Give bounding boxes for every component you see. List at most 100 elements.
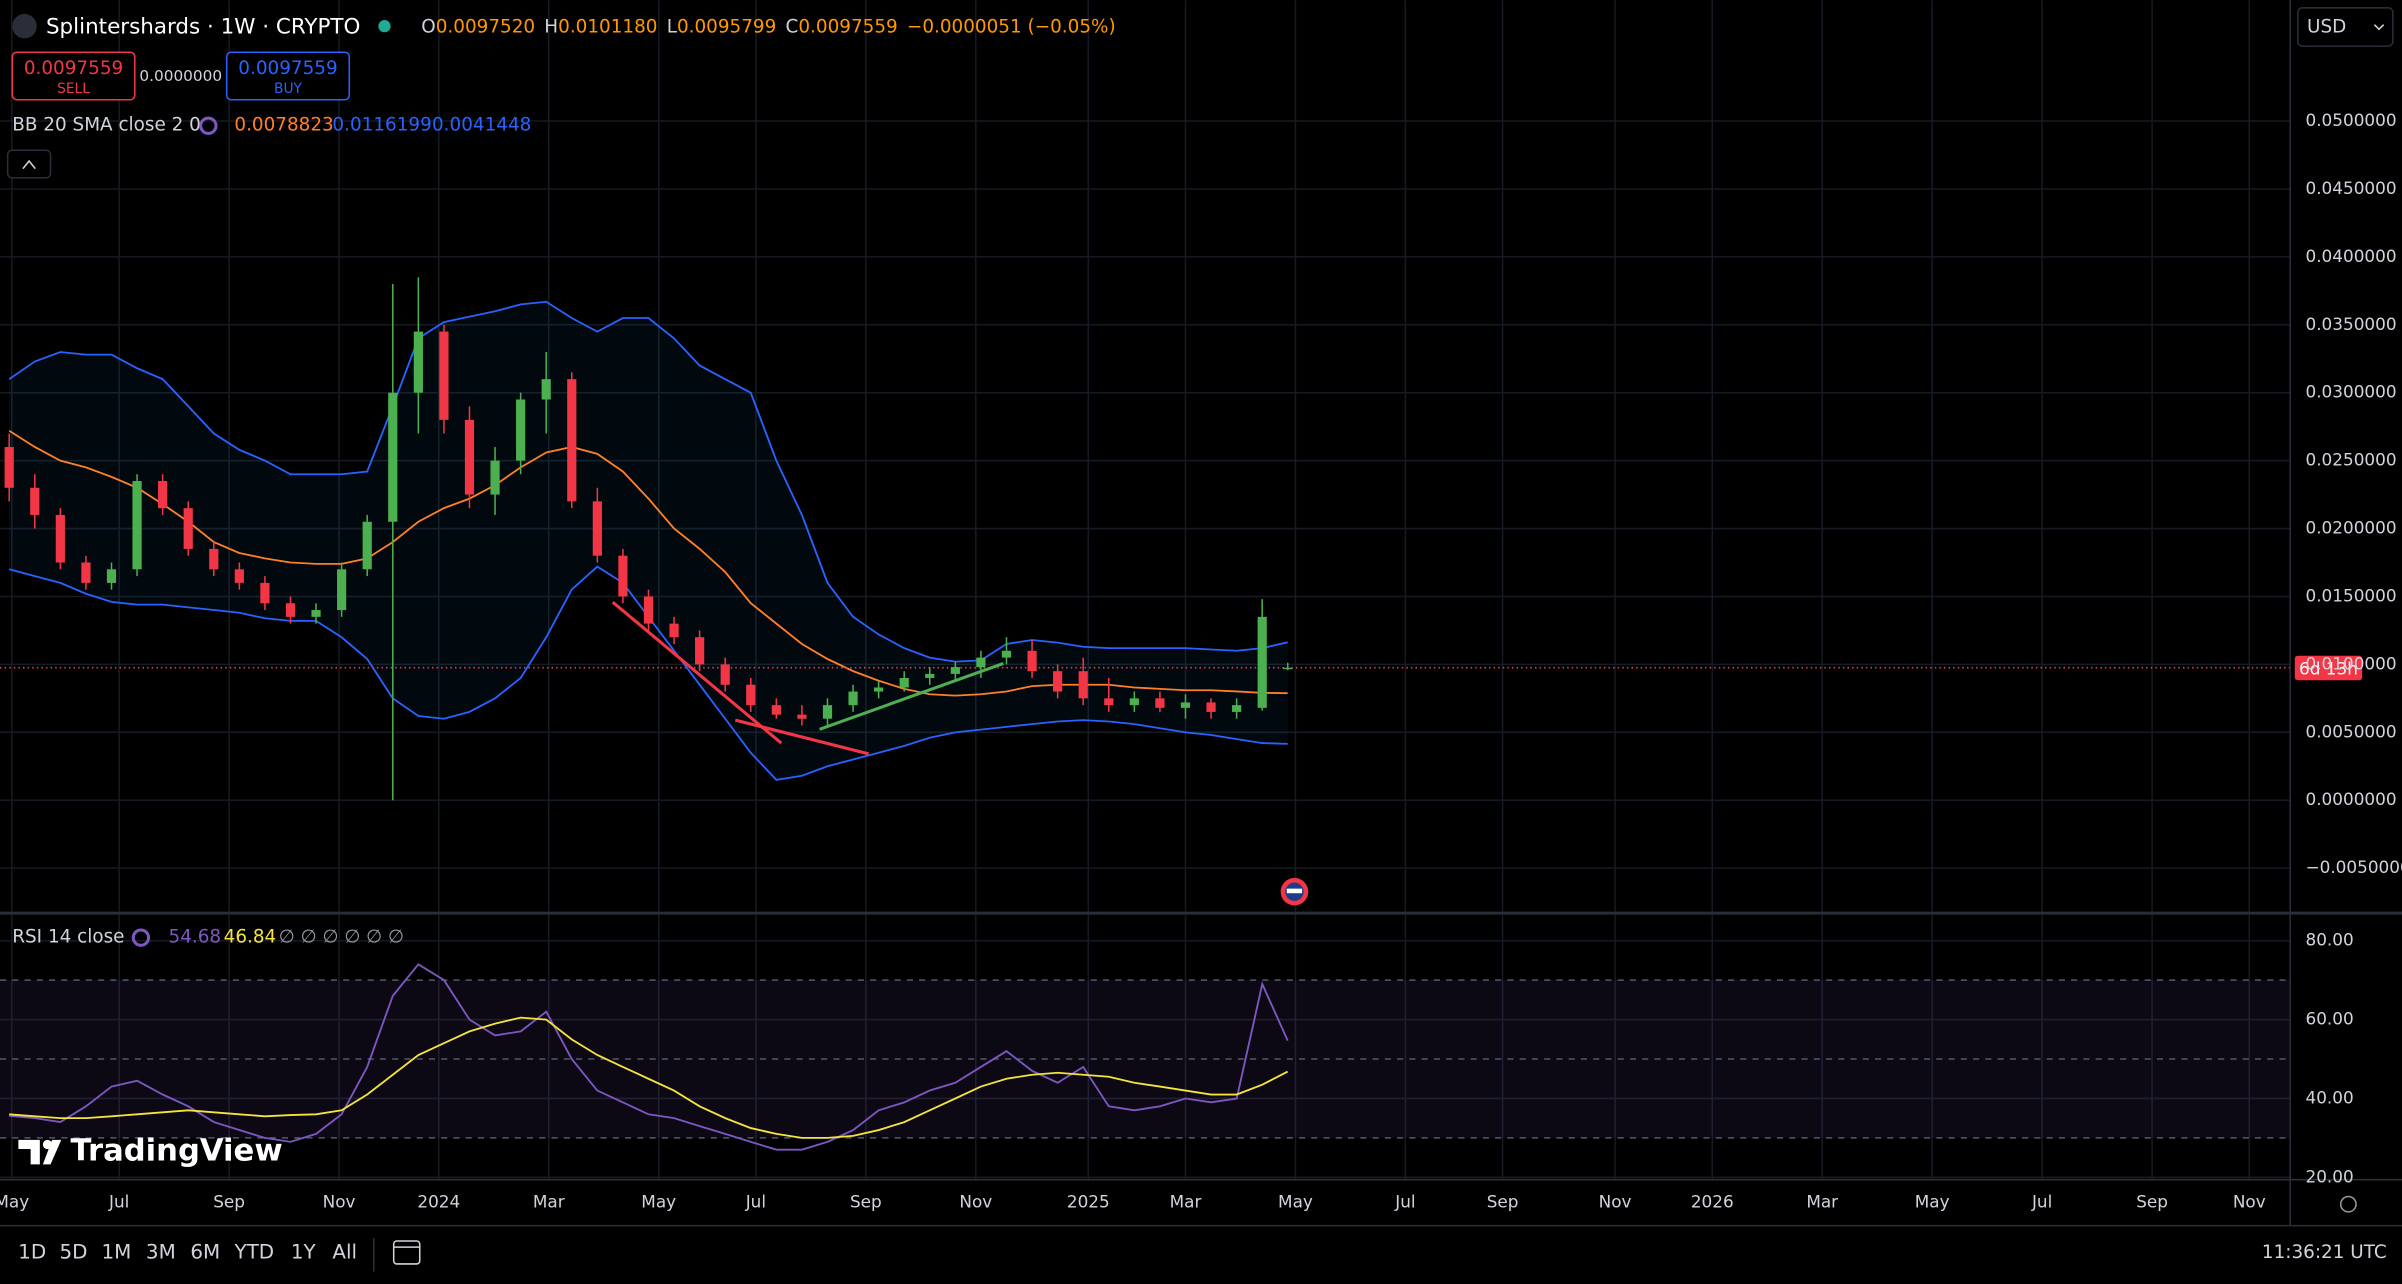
logo: TradingView	[18, 1134, 283, 1169]
candle-body	[439, 331, 449, 420]
rsi-value: 54.68	[169, 927, 222, 948]
trend-line	[819, 662, 1004, 731]
indicator-value: 0.0116199	[332, 115, 431, 136]
candle-body	[618, 555, 628, 597]
ohlc-value: 0.0097559	[798, 17, 897, 38]
candle-body	[950, 667, 960, 674]
market-status	[378, 20, 391, 33]
x-tick-label: Mar	[1806, 1192, 1838, 1212]
range-buttons: 1D 5D 1M 3M 6M YTD 1Y All	[18, 1241, 357, 1264]
x-tick-label: Jul	[108, 1192, 129, 1212]
currency-select[interactable]: USD	[2297, 7, 2394, 47]
candle-body	[695, 637, 705, 665]
candle-body	[643, 596, 654, 624]
candle-body	[1078, 671, 1088, 699]
y-tick-label: 0.0500000	[2305, 110, 2396, 130]
ohlc-value: 0.0101180	[558, 17, 657, 38]
currency[interactable]: USD	[2307, 17, 2346, 38]
ohlc-label: H	[544, 17, 558, 38]
candle-body	[413, 331, 423, 393]
y-tick-label: 0.0200000	[2305, 518, 2396, 538]
buy-price[interactable]: 0.0097559	[238, 58, 337, 79]
candle-body	[874, 687, 884, 692]
candle-body	[720, 664, 730, 685]
sell-label[interactable]: SELL	[57, 81, 90, 97]
trend-line	[611, 600, 783, 745]
x-tick-label: Nov	[959, 1192, 992, 1212]
indicator-icon	[199, 116, 218, 135]
x-tick-label: Sep	[850, 1192, 882, 1212]
settings-button[interactable]	[2339, 1195, 2357, 1213]
candle-body	[464, 419, 475, 495]
indicator-line	[8, 300, 1288, 663]
y-tick-label: 0.0100000	[2305, 653, 2396, 673]
y-tick-label: 0.0150000	[2305, 585, 2396, 605]
x-tick-label: Sep	[2136, 1192, 2168, 1212]
candle-body	[1001, 650, 1012, 658]
candle-body	[1283, 667, 1293, 670]
indicator-value: 0.0041448	[432, 115, 531, 136]
candle-body	[567, 379, 577, 502]
range-button[interactable]: 1Y	[291, 1241, 317, 1264]
x-tick-label: Jul	[745, 1192, 766, 1212]
candle-body	[1155, 698, 1165, 708]
range-button[interactable]: All	[332, 1241, 357, 1264]
buy-button[interactable]: 0.0097559 BUY	[225, 51, 351, 101]
y-tick-label: 0.0350000	[2305, 314, 2396, 334]
x-tick-label: Nov	[1599, 1192, 1632, 1212]
x-tick-label: May	[0, 1192, 29, 1212]
x-tick-label: May	[1915, 1192, 1950, 1212]
rsi-title[interactable]: RSI 14 close	[12, 927, 124, 948]
candle-body	[1232, 705, 1242, 712]
range-button[interactable]: 6M	[190, 1241, 220, 1264]
range-button[interactable]: YTD	[233, 1241, 274, 1264]
rsi-ma-value: 46.84	[224, 927, 277, 948]
x-tick-label: Nov	[323, 1192, 356, 1212]
candle-body	[925, 673, 935, 678]
x-tick-label: Jul	[1394, 1192, 1415, 1212]
sell-button[interactable]: 0.0097559 SELL	[11, 51, 136, 101]
candle-body	[848, 691, 858, 706]
y-tick-label: 0.0400000	[2305, 246, 2396, 266]
candle-body	[132, 481, 142, 570]
indicator-icon	[131, 928, 151, 947]
range-button[interactable]: 1D	[18, 1241, 46, 1264]
candle-body	[209, 548, 219, 570]
indicator-title[interactable]: BB 20 SMA close 2 0	[12, 115, 201, 136]
sell-price[interactable]: 0.0097559	[24, 58, 123, 79]
candle-body	[1027, 650, 1037, 672]
range-button[interactable]: 1M	[102, 1241, 132, 1264]
range-button[interactable]: 5D	[60, 1241, 88, 1264]
candle-body	[976, 657, 986, 668]
collapse-button[interactable]	[6, 149, 52, 179]
x-tick-label: Jul	[2031, 1192, 2052, 1212]
y-tick-label: 20.00	[2305, 1166, 2353, 1186]
buy-label[interactable]: BUY	[274, 81, 303, 97]
candle-body	[4, 447, 14, 488]
candle-body	[541, 379, 551, 400]
symbol-title[interactable]: Splintershards · 1W · CRYPTO	[46, 15, 360, 40]
candle-body	[388, 392, 398, 522]
candle-body	[285, 603, 296, 617]
symbol-icon	[12, 13, 37, 39]
clock[interactable]: 11:36:21 UTC	[2262, 1242, 2387, 1263]
y-tick-label: 60.00	[2305, 1009, 2353, 1029]
y-tick-label: 0.0050000	[2305, 721, 2396, 741]
candle-body	[1257, 616, 1267, 708]
candle-body	[771, 705, 781, 715]
y-tick-label: 0.0000000	[2305, 789, 2396, 809]
rsi-line	[9, 1016, 1289, 1139]
date-range-button[interactable]	[392, 1240, 421, 1265]
event-flag[interactable]	[1280, 877, 1309, 906]
ohlc-label: O	[421, 17, 435, 38]
candle-body	[337, 569, 347, 611]
grid-layer	[0, 0, 2291, 1180]
rsi-line	[9, 963, 1289, 1151]
x-tick-label: Mar	[533, 1192, 565, 1212]
range-button[interactable]: 3M	[146, 1241, 176, 1264]
candle-body	[746, 684, 756, 706]
candle-body	[81, 562, 91, 583]
rsi-placeholders: ∅ ∅ ∅ ∅ ∅ ∅	[279, 927, 404, 948]
candle-body	[183, 508, 193, 549]
